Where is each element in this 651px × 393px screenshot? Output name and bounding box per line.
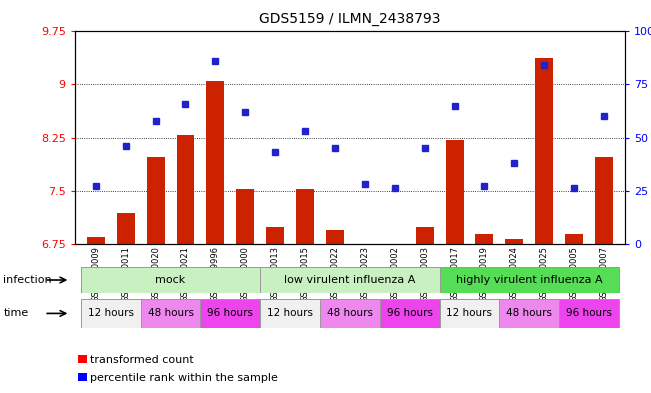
Text: 96 hours: 96 hours [566, 309, 612, 318]
Bar [565, 235, 583, 244]
Bar [81, 299, 141, 328]
Text: 48 hours: 48 hours [506, 309, 552, 318]
Text: 12 hours: 12 hours [267, 309, 313, 318]
Text: 12 hours: 12 hours [447, 309, 493, 318]
Bar [87, 237, 105, 244]
Bar [595, 157, 613, 244]
Text: percentile rank within the sample: percentile rank within the sample [90, 373, 278, 383]
Bar [146, 157, 165, 244]
Bar [81, 267, 260, 293]
Bar [439, 267, 619, 293]
Bar [386, 244, 404, 249]
Bar [416, 228, 434, 244]
Text: infection: infection [3, 275, 52, 285]
Bar [380, 299, 439, 328]
Text: time: time [3, 309, 29, 318]
Bar [505, 239, 523, 244]
Bar [201, 299, 260, 328]
Text: highly virulent influenza A: highly virulent influenza A [456, 275, 603, 285]
Bar [206, 81, 225, 244]
Bar [320, 299, 380, 328]
Bar [475, 235, 493, 244]
Text: 96 hours: 96 hours [207, 309, 253, 318]
Bar [326, 230, 344, 244]
Text: 48 hours: 48 hours [148, 309, 193, 318]
Bar [260, 299, 320, 328]
Bar [117, 213, 135, 244]
Bar [499, 299, 559, 328]
Bar [535, 58, 553, 244]
Bar [176, 136, 195, 244]
Bar [266, 228, 284, 244]
Bar [141, 299, 201, 328]
Bar [439, 299, 499, 328]
Bar [260, 267, 439, 293]
Text: 48 hours: 48 hours [327, 309, 373, 318]
Bar [296, 189, 314, 244]
Bar [559, 299, 619, 328]
Text: transformed count: transformed count [90, 354, 193, 365]
Bar [445, 140, 464, 244]
Bar [356, 244, 374, 251]
Bar [236, 189, 255, 244]
Text: GDS5159 / ILMN_2438793: GDS5159 / ILMN_2438793 [259, 12, 441, 26]
Text: mock: mock [156, 275, 186, 285]
Text: 96 hours: 96 hours [387, 309, 433, 318]
Text: low virulent influenza A: low virulent influenza A [284, 275, 415, 285]
Text: 12 hours: 12 hours [88, 309, 133, 318]
